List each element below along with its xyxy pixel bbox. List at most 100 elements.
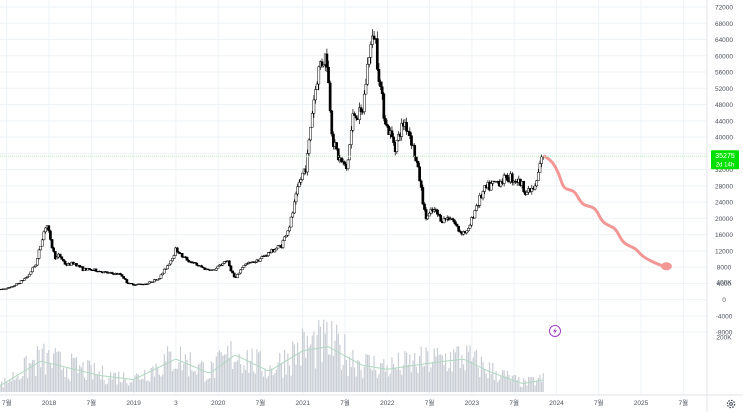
candle <box>122 275 125 279</box>
candle <box>99 270 103 273</box>
candle <box>75 262 78 267</box>
volume-bar <box>519 386 522 392</box>
time-axis[interactable]: 7월 2018 7월 2019 3 2020 7월 2021 7월 2022 7월 2023 7월 202… <box>2 398 688 407</box>
price-tick-label: 4000 <box>717 281 732 288</box>
volume-bar <box>49 364 52 392</box>
candle <box>125 279 129 284</box>
volume-bar <box>118 372 120 392</box>
candle <box>123 278 127 280</box>
volume-bar <box>249 361 252 392</box>
candle <box>299 176 303 185</box>
volume-bar <box>9 379 11 392</box>
volume-bar <box>23 357 25 392</box>
volume-bar <box>467 351 469 392</box>
volume-bar <box>353 367 356 392</box>
price-tick-label: 64000 <box>715 37 733 44</box>
price-tick-label: 32000 <box>715 167 733 174</box>
volume-bar <box>202 362 204 392</box>
volume-bar <box>17 375 19 392</box>
candle <box>418 163 421 182</box>
volume-bar <box>475 349 478 392</box>
candle <box>161 272 164 276</box>
volume-bar <box>378 374 380 392</box>
volume-axis: 400K 200K <box>716 280 732 342</box>
volume-bar <box>464 370 466 392</box>
volume-bar <box>326 321 328 392</box>
price-axis[interactable]: -8000 -4000 0 4000 8000 12000 16000 20000 24000 2… <box>715 5 733 337</box>
volume-bar <box>409 354 411 392</box>
volume-bar <box>438 354 440 392</box>
lightning-icon[interactable] <box>549 325 561 337</box>
volume-bar <box>162 374 164 392</box>
candle <box>120 273 124 277</box>
volume-bar <box>124 378 126 392</box>
volume-bar <box>492 363 494 392</box>
volume-bar <box>360 369 362 392</box>
volume-bar <box>253 371 255 392</box>
volume-bar <box>432 361 434 392</box>
volume-bar <box>72 357 74 392</box>
volume-bar <box>505 376 507 392</box>
volume-bar <box>254 373 256 392</box>
volume-bar <box>51 367 53 392</box>
candle <box>358 102 361 125</box>
volume-bar <box>12 371 14 392</box>
volume-bar <box>22 376 24 392</box>
volume-bar <box>418 355 421 392</box>
candle <box>275 247 278 251</box>
volume-bar <box>108 377 110 392</box>
time-tick-label: 2021 <box>296 400 311 407</box>
volume-bar <box>98 371 100 392</box>
volume-bar <box>357 360 359 392</box>
volume-bar <box>392 364 395 392</box>
volume-bar <box>66 367 68 392</box>
volume-bar <box>257 352 260 392</box>
candle <box>510 171 514 186</box>
candle <box>32 266 36 269</box>
volume-bar <box>0 384 1 392</box>
volume-bar <box>490 373 492 392</box>
volume-bar <box>542 373 544 392</box>
volume-bar <box>223 354 226 392</box>
candle <box>258 258 262 262</box>
candle <box>242 265 246 268</box>
candle <box>536 168 540 181</box>
volume-bar <box>313 331 315 392</box>
candle <box>34 264 38 267</box>
volume-bar <box>279 352 281 392</box>
volume-bar <box>379 362 382 392</box>
candle <box>42 230 46 241</box>
candle <box>146 282 150 285</box>
price-tick-label: 60000 <box>715 53 733 60</box>
volume-bar <box>297 342 299 392</box>
candle <box>364 78 368 95</box>
last-price-value: 35275 <box>715 153 735 160</box>
candle <box>359 104 363 116</box>
last-price-badge: 35275 2d 14h <box>711 150 739 170</box>
volume-bar <box>178 362 180 392</box>
candle <box>156 278 160 281</box>
volume-bar <box>77 373 79 392</box>
candle <box>309 126 312 142</box>
volume-bar <box>87 360 89 392</box>
gear-icon[interactable] <box>726 399 736 409</box>
volume-bar <box>435 356 437 392</box>
volume-bar <box>407 364 409 392</box>
volume-bar <box>103 380 105 392</box>
candle <box>94 268 98 272</box>
volume-bar <box>508 374 510 392</box>
volume-bar <box>189 352 191 392</box>
candle <box>231 270 234 274</box>
volume-bar <box>500 375 502 392</box>
candle <box>39 245 43 251</box>
candle <box>421 184 425 206</box>
candle <box>458 229 462 234</box>
volume-bar <box>217 352 219 392</box>
volume-bar <box>451 371 453 392</box>
time-tick-label: 7월 <box>679 398 689 407</box>
time-tick-label: 7월 <box>87 398 97 407</box>
time-tick-label: 7월 <box>509 398 519 407</box>
volume-bar <box>526 385 528 392</box>
